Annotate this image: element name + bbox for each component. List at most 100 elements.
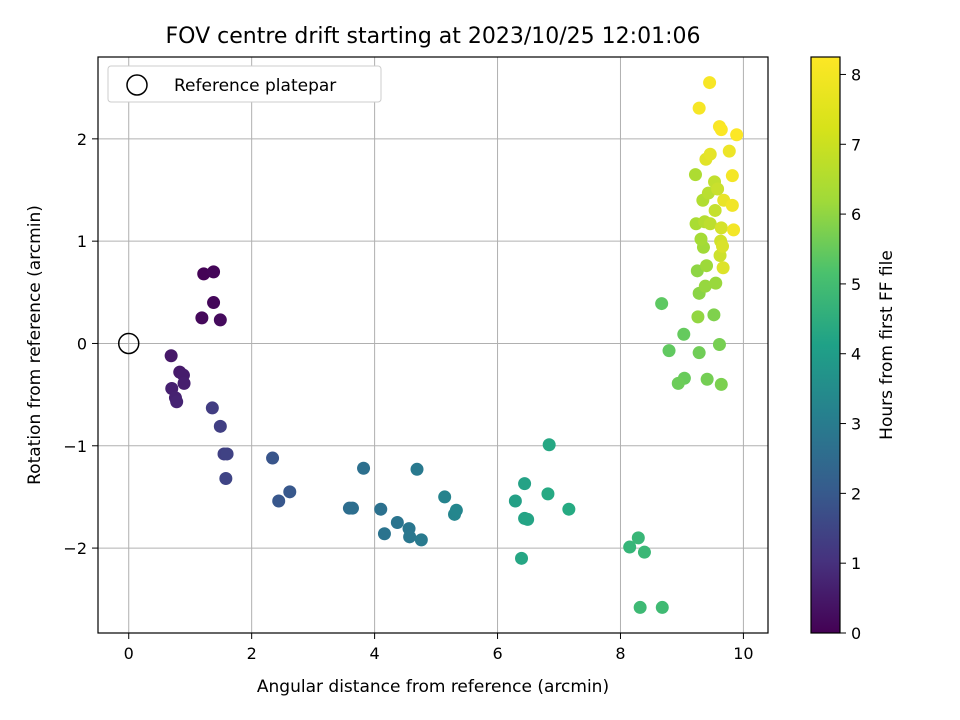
grid-lines [98,57,768,633]
data-point [631,531,645,545]
data-point [662,344,676,358]
data-point [195,311,209,325]
x-tick-label: 6 [492,644,502,663]
x-axis-ticks: 0 2 4 6 8 10 [124,633,754,663]
data-point [219,472,233,486]
legend-label: Reference platepar [174,76,336,96]
colorbar-tick-label: 5 [851,275,861,294]
data-point [692,346,706,360]
x-tick-label: 2 [247,644,257,663]
colorbar-tick-label: 1 [851,554,861,573]
data-point [410,462,424,476]
data-point [438,490,452,504]
data-point [197,267,211,281]
x-tick-label: 0 [124,644,134,663]
y-tick-label: 1 [77,232,87,251]
data-point [714,377,728,391]
colorbar-tick-label: 0 [851,624,861,643]
data-point [220,447,234,461]
y-tick-label: 0 [77,334,87,353]
data-point [542,438,556,452]
y-axis-label: Rotation from reference (arcmin) [25,205,45,485]
data-point [177,376,191,390]
data-point [515,551,529,565]
data-point [730,128,744,142]
data-point [414,533,428,547]
data-point [707,308,721,322]
data-point [164,349,178,363]
colorbar-label: Hours from first FF file [877,250,897,440]
data-point [725,169,739,183]
data-points [164,76,744,614]
colorbar-tick-label: 3 [851,415,861,434]
data-point [671,376,685,390]
x-tick-label: 8 [615,644,625,663]
data-point [703,76,717,90]
data-point [703,217,717,231]
y-tick-label: −1 [63,437,87,456]
data-point [266,451,280,465]
data-point [207,296,221,310]
colorbar: 0 1 2 3 4 5 6 7 8 Hours from first FF file [810,56,897,643]
data-point [725,198,739,212]
colorbar-gradient [811,57,840,633]
data-point [637,545,651,559]
data-point [700,372,714,386]
data-point [633,600,647,614]
y-axis-ticks: −2 −1 0 1 2 [63,130,98,558]
data-point [518,477,532,491]
colorbar-tick-label: 8 [851,65,861,84]
data-point [623,540,637,554]
legend: Reference platepar [107,65,382,103]
plot-frame [97,56,769,634]
data-point [207,265,221,279]
data-point [708,203,722,217]
reference-platepar-marker [117,332,140,355]
legend-marker [126,74,148,96]
data-point [700,259,714,273]
x-axis-label: Angular distance from reference (arcmin) [257,677,609,697]
data-point [390,516,404,530]
data-point [716,239,730,253]
data-point [714,221,728,235]
y-tick-label: −2 [63,539,87,558]
x-tick-label: 4 [370,644,380,663]
data-point [677,327,691,341]
data-point [213,419,227,433]
data-point [562,502,576,516]
data-point [272,494,286,508]
data-point [727,223,741,237]
data-point [716,261,730,275]
colorbar-tick-label: 7 [851,135,861,154]
data-point [692,101,706,115]
data-point [449,503,463,517]
data-point [711,182,725,196]
y-tick-label: 2 [77,130,87,149]
legend-box [107,65,382,103]
colorbar-tick-label: 4 [851,345,861,364]
data-point [714,123,728,137]
data-point [694,232,708,246]
colorbar-ticks: 0 1 2 3 4 5 6 7 8 [840,65,861,643]
data-point [691,310,705,324]
data-point [205,401,219,415]
chart-title: FOV centre drift starting at 2023/10/25 … [166,24,701,49]
colorbar-frame [810,56,841,634]
data-point [655,297,669,311]
data-point [541,487,555,501]
data-point [357,461,371,475]
data-point [374,502,388,516]
data-point [722,144,736,158]
data-point [213,313,227,327]
plot-area [98,57,768,633]
data-point [655,600,669,614]
data-point [712,337,726,351]
colorbar-tick-label: 6 [851,205,861,224]
data-point [508,494,522,508]
data-point [170,395,184,409]
data-point [709,276,723,290]
data-point [283,485,297,499]
data-point [377,527,391,541]
data-point [521,512,535,526]
